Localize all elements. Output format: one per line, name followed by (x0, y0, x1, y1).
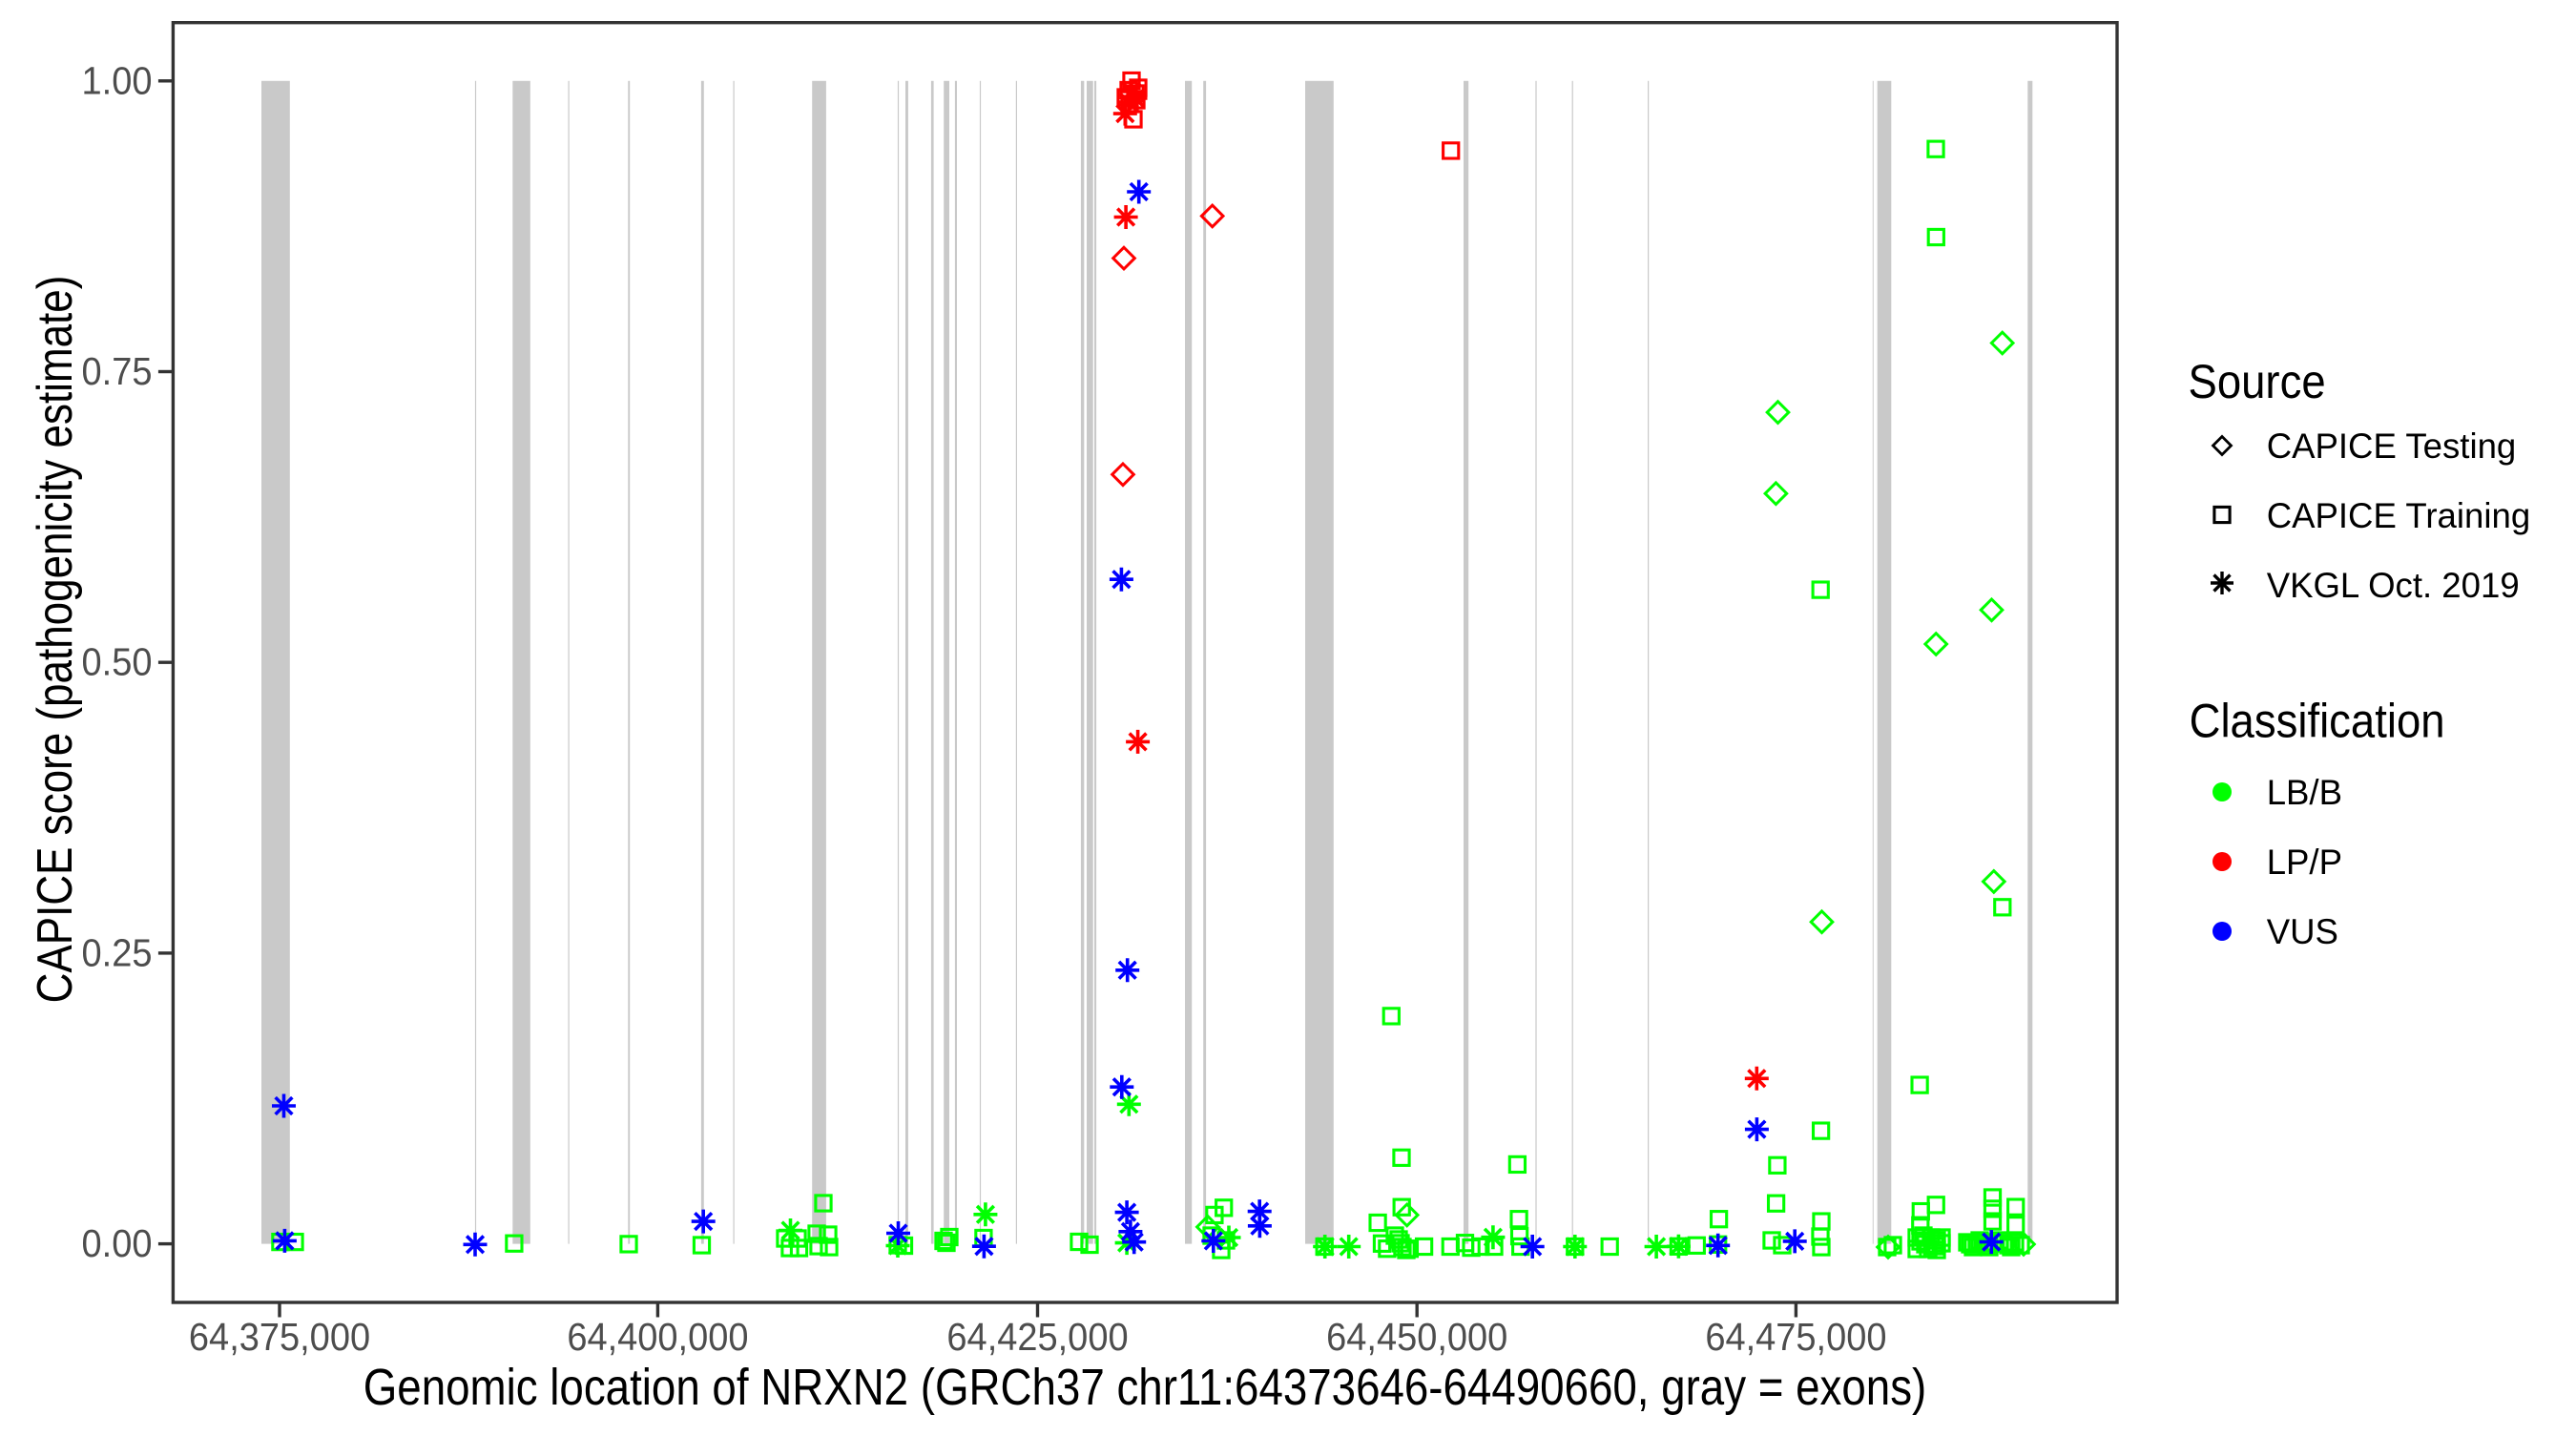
svg-text:Source: Source (2189, 356, 2326, 408)
svg-text:64,425,000: 64,425,000 (946, 1316, 1128, 1359)
svg-text:LB/B: LB/B (2267, 773, 2342, 812)
svg-text:Genomic location of NRXN2 (GRC: Genomic location of NRXN2 (GRCh37 chr11:… (364, 1358, 1927, 1415)
svg-text:VUS: VUS (2267, 912, 2338, 951)
svg-text:0.25: 0.25 (82, 931, 153, 974)
svg-text:64,400,000: 64,400,000 (567, 1316, 748, 1359)
svg-text:VKGL Oct. 2019: VKGL Oct. 2019 (2267, 566, 2520, 605)
svg-text:0.75: 0.75 (82, 350, 153, 393)
svg-text:LP/P: LP/P (2267, 843, 2342, 882)
svg-text:0.00: 0.00 (82, 1222, 153, 1265)
svg-text:CAPICE Testing: CAPICE Testing (2267, 427, 2517, 466)
svg-text:64,475,000: 64,475,000 (1705, 1316, 1886, 1359)
svg-text:1.00: 1.00 (82, 59, 153, 102)
svg-text:CAPICE Training: CAPICE Training (2267, 496, 2530, 535)
svg-text:CAPICE score (pathogenicity es: CAPICE score (pathogenicity estimate) (28, 276, 83, 1004)
svg-text:64,450,000: 64,450,000 (1326, 1316, 1507, 1359)
svg-text:0.50: 0.50 (82, 641, 153, 684)
svg-text:64,375,000: 64,375,000 (189, 1316, 370, 1359)
svg-text:Classification: Classification (2190, 696, 2445, 748)
